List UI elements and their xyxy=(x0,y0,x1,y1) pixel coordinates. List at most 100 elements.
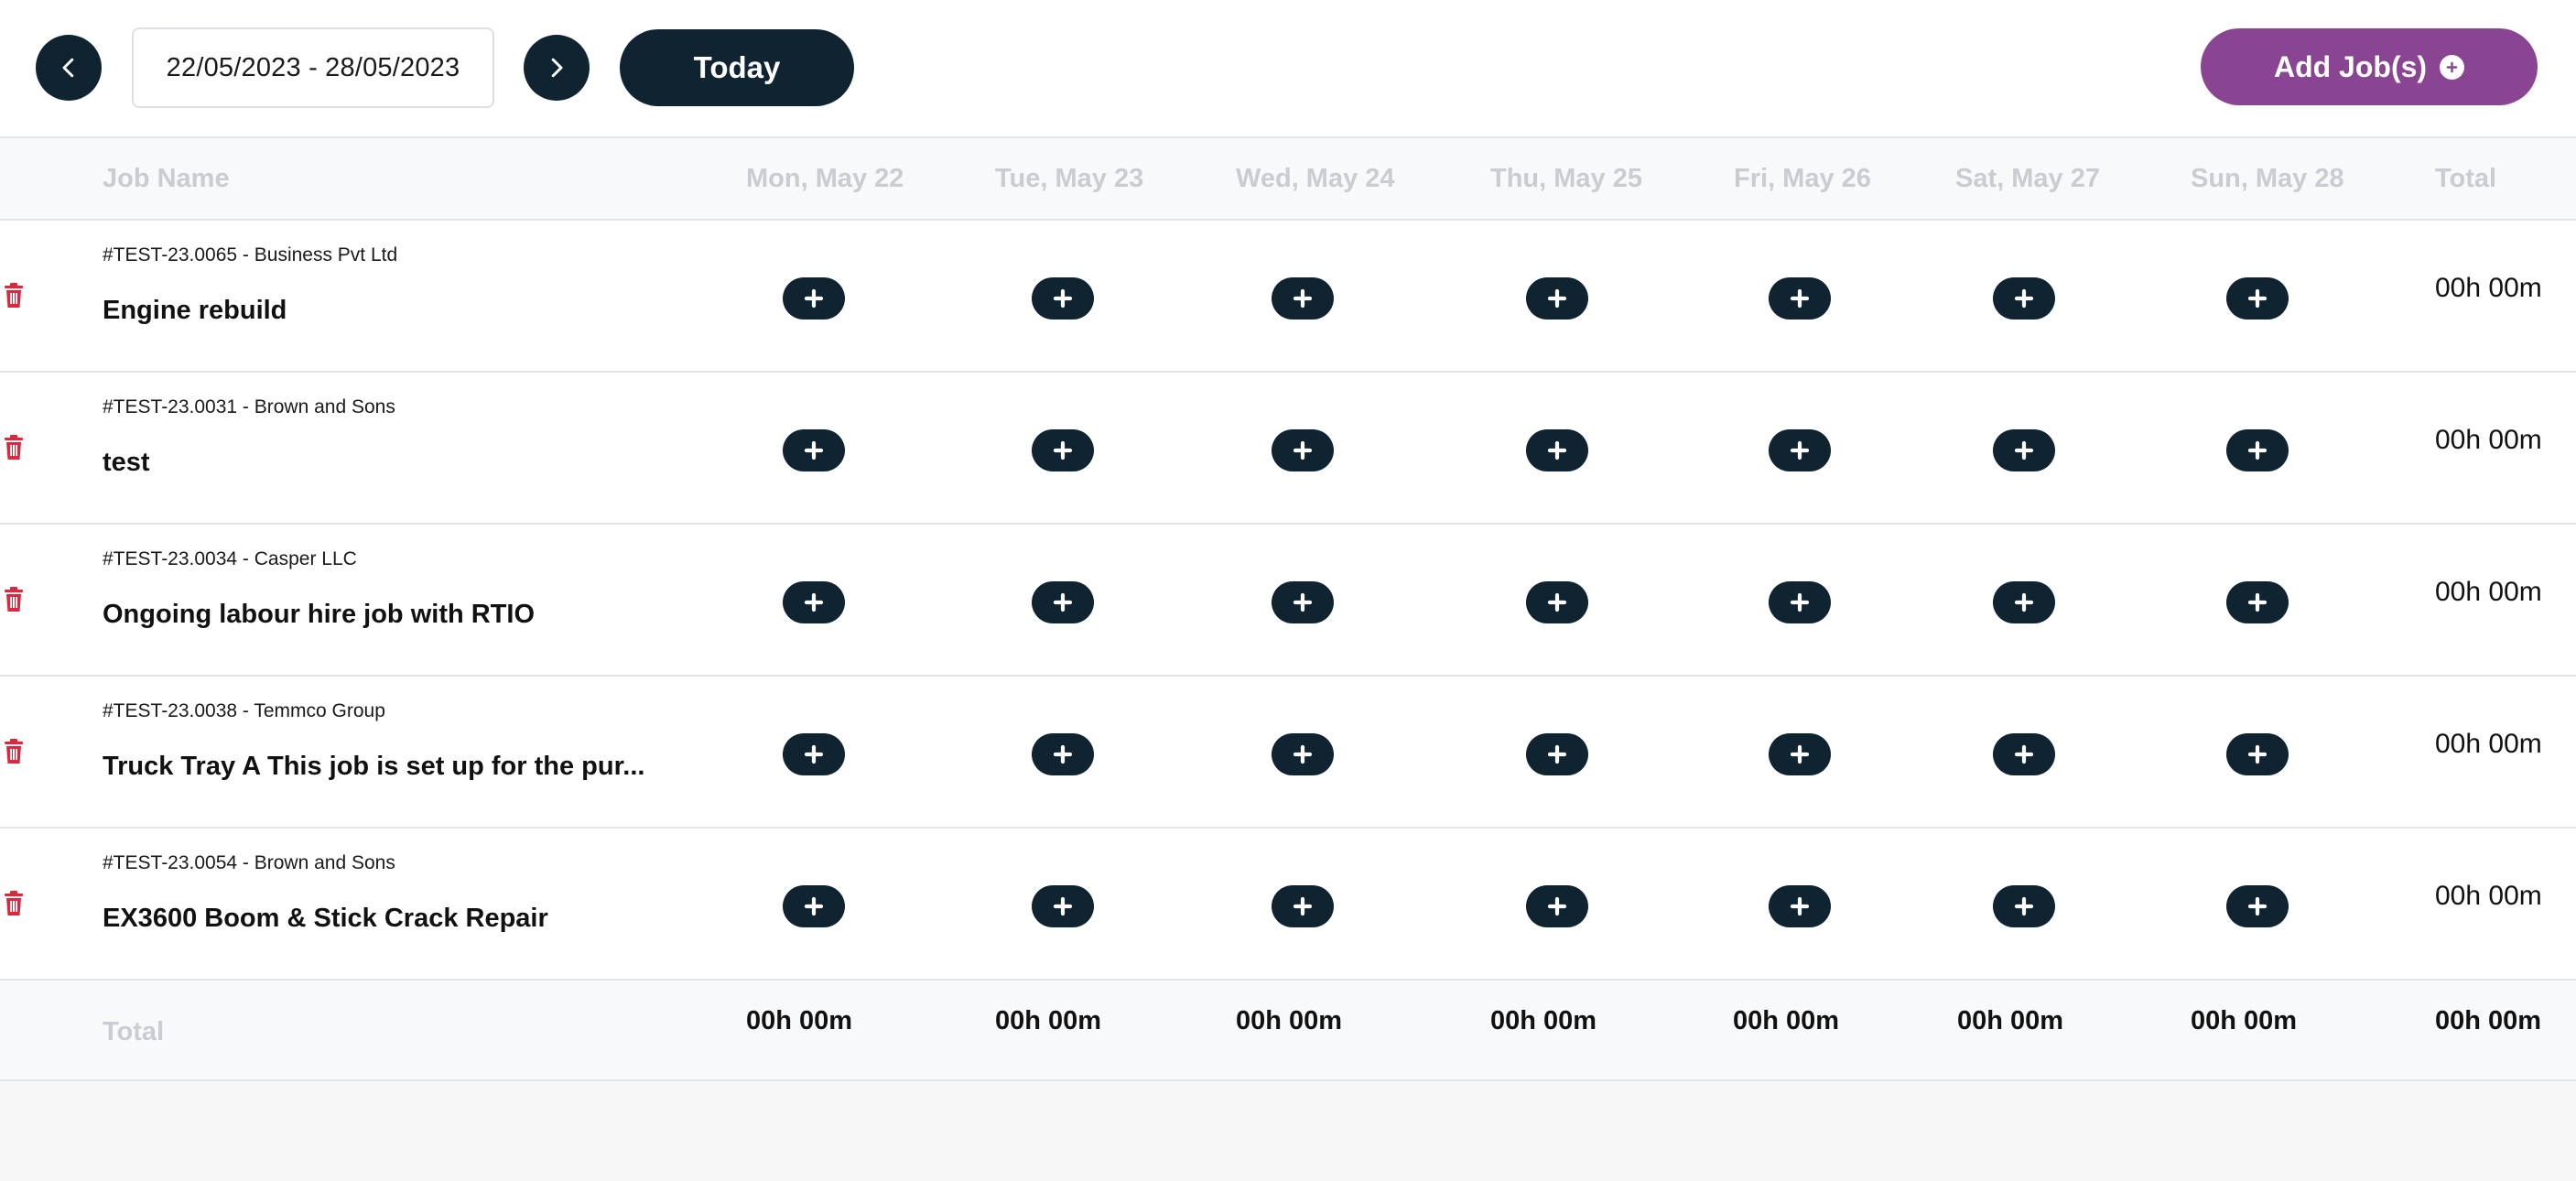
trash-icon[interactable] xyxy=(4,739,24,764)
job-title[interactable]: EX3600 Boom & Stick Crack Repair xyxy=(103,904,548,933)
add-time-button[interactable] xyxy=(1032,429,1094,471)
table-row: #TEST-23.0038 - Temmco Group Truck Tray A… xyxy=(0,677,2576,829)
plus-icon xyxy=(1292,439,1314,461)
plus-icon xyxy=(803,743,825,765)
totals-label: Total xyxy=(103,1017,165,1046)
day-total: 00h 00m xyxy=(2191,1006,2298,1035)
plus-icon xyxy=(1789,287,1811,309)
plus-icon xyxy=(2246,743,2268,765)
header-day: Mon, May 22 xyxy=(746,163,904,193)
plus-icon xyxy=(2013,895,2035,917)
job-title[interactable]: test xyxy=(103,448,150,477)
add-time-button[interactable] xyxy=(1769,277,1831,320)
plus-icon xyxy=(803,439,825,461)
add-time-button[interactable] xyxy=(1272,581,1334,623)
add-time-button[interactable] xyxy=(783,429,845,471)
plus-icon xyxy=(803,591,825,613)
add-time-button[interactable] xyxy=(1272,885,1334,927)
add-time-button[interactable] xyxy=(783,733,845,775)
date-range-field[interactable]: 22/05/2023 - 28/05/2023 xyxy=(132,27,494,108)
add-time-button[interactable] xyxy=(1272,277,1334,320)
job-title[interactable]: Engine rebuild xyxy=(103,296,287,325)
row-total: 00h 00m xyxy=(2435,273,2542,303)
plus-icon xyxy=(1546,895,1568,917)
next-week-button[interactable] xyxy=(524,35,590,101)
header-day: Wed, May 24 xyxy=(1236,163,1395,193)
timesheet-table: Job Name Mon, May 22 Tue, May 23 Wed, May … xyxy=(0,138,2576,1081)
add-time-button[interactable] xyxy=(1769,885,1831,927)
add-time-button[interactable] xyxy=(1032,733,1094,775)
add-time-button[interactable] xyxy=(2226,885,2289,927)
add-time-button[interactable] xyxy=(2226,581,2289,623)
add-time-button[interactable] xyxy=(1526,429,1588,471)
add-time-button[interactable] xyxy=(1526,885,1588,927)
trash-icon[interactable] xyxy=(4,435,24,460)
job-meta: #TEST-23.0065 - Business Pvt Ltd xyxy=(103,244,398,265)
today-button[interactable]: Today xyxy=(620,29,854,106)
plus-icon xyxy=(1292,743,1314,765)
add-time-button[interactable] xyxy=(1769,581,1831,623)
plus-icon xyxy=(2013,743,2035,765)
plus-icon xyxy=(1546,439,1568,461)
header-day: Fri, May 26 xyxy=(1734,163,1871,193)
plus-icon xyxy=(1052,743,1074,765)
add-time-button[interactable] xyxy=(2226,277,2289,320)
add-time-button[interactable] xyxy=(1993,277,2055,320)
add-time-button[interactable] xyxy=(783,885,845,927)
plus-icon xyxy=(1789,439,1811,461)
plus-icon xyxy=(1546,287,1568,309)
add-time-button[interactable] xyxy=(1272,429,1334,471)
toolbar: 22/05/2023 - 28/05/2023 Today Add Job(s) xyxy=(0,0,2576,138)
plus-icon xyxy=(803,287,825,309)
add-time-button[interactable] xyxy=(1769,733,1831,775)
plus-icon xyxy=(2246,895,2268,917)
trash-icon[interactable] xyxy=(4,891,24,916)
chevron-right-icon xyxy=(551,58,563,78)
add-time-button[interactable] xyxy=(783,277,845,320)
row-total: 00h 00m xyxy=(2435,881,2542,911)
plus-icon xyxy=(1546,743,1568,765)
add-time-button[interactable] xyxy=(1769,429,1831,471)
add-time-button[interactable] xyxy=(1526,733,1588,775)
add-time-button[interactable] xyxy=(2226,733,2289,775)
add-time-button[interactable] xyxy=(2226,429,2289,471)
add-time-button[interactable] xyxy=(1993,581,2055,623)
table-header: Job Name Mon, May 22 Tue, May 23 Wed, May … xyxy=(0,138,2576,221)
header-total: Total xyxy=(2435,163,2497,193)
add-time-button[interactable] xyxy=(1032,277,1094,320)
add-time-button[interactable] xyxy=(1032,885,1094,927)
plus-icon xyxy=(2013,287,2035,309)
plus-icon xyxy=(1789,591,1811,613)
plus-icon xyxy=(1546,591,1568,613)
day-total: 00h 00m xyxy=(1490,1006,1597,1035)
previous-week-button[interactable] xyxy=(36,35,102,101)
totals-row: Total 00h 00m 00h 00m 00h 00m 00h 00m 00h 00… xyxy=(0,981,2576,1081)
plus-icon xyxy=(1292,591,1314,613)
plus-icon xyxy=(1292,895,1314,917)
add-time-button[interactable] xyxy=(1526,581,1588,623)
job-meta: #TEST-23.0038 - Temmco Group xyxy=(103,700,385,721)
job-title[interactable]: Truck Tray A This job is set up for the … xyxy=(103,752,645,781)
plus-icon xyxy=(1292,287,1314,309)
job-title[interactable]: Ongoing labour hire job with RTIO xyxy=(103,600,536,629)
add-time-button[interactable] xyxy=(1993,885,2055,927)
plus-icon xyxy=(2246,287,2268,309)
trash-icon[interactable] xyxy=(4,283,24,309)
row-total: 00h 00m xyxy=(2435,577,2542,607)
grand-total: 00h 00m xyxy=(2435,1006,2542,1035)
add-time-button[interactable] xyxy=(1526,277,1588,320)
header-day: Sat, May 27 xyxy=(1955,163,2100,193)
plus-icon xyxy=(2246,439,2268,461)
header-job-name: Job Name xyxy=(103,163,230,193)
add-time-button[interactable] xyxy=(1032,581,1094,623)
add-time-button[interactable] xyxy=(783,581,845,623)
add-time-button[interactable] xyxy=(1993,733,2055,775)
trash-icon[interactable] xyxy=(4,587,24,612)
add-time-button[interactable] xyxy=(1993,429,2055,471)
add-jobs-button[interactable]: Add Job(s) xyxy=(2201,28,2538,105)
add-jobs-label: Add Job(s) xyxy=(2273,49,2428,83)
plus-icon xyxy=(803,895,825,917)
add-time-button[interactable] xyxy=(1272,733,1334,775)
plus-icon xyxy=(1052,895,1074,917)
